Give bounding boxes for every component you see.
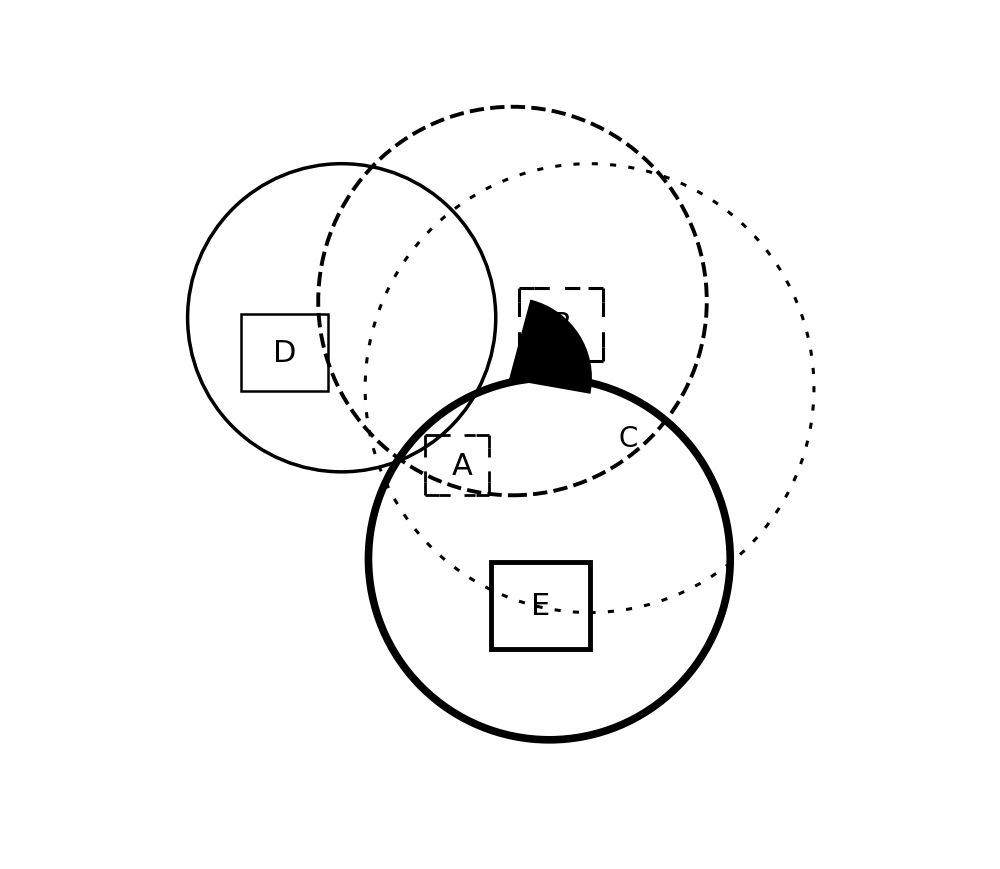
Text: E: E	[531, 592, 550, 620]
Wedge shape	[511, 302, 590, 392]
Text: D: D	[273, 339, 296, 368]
Text: B: B	[551, 310, 572, 340]
Text: A: A	[452, 451, 473, 480]
Text: C: C	[618, 425, 637, 453]
